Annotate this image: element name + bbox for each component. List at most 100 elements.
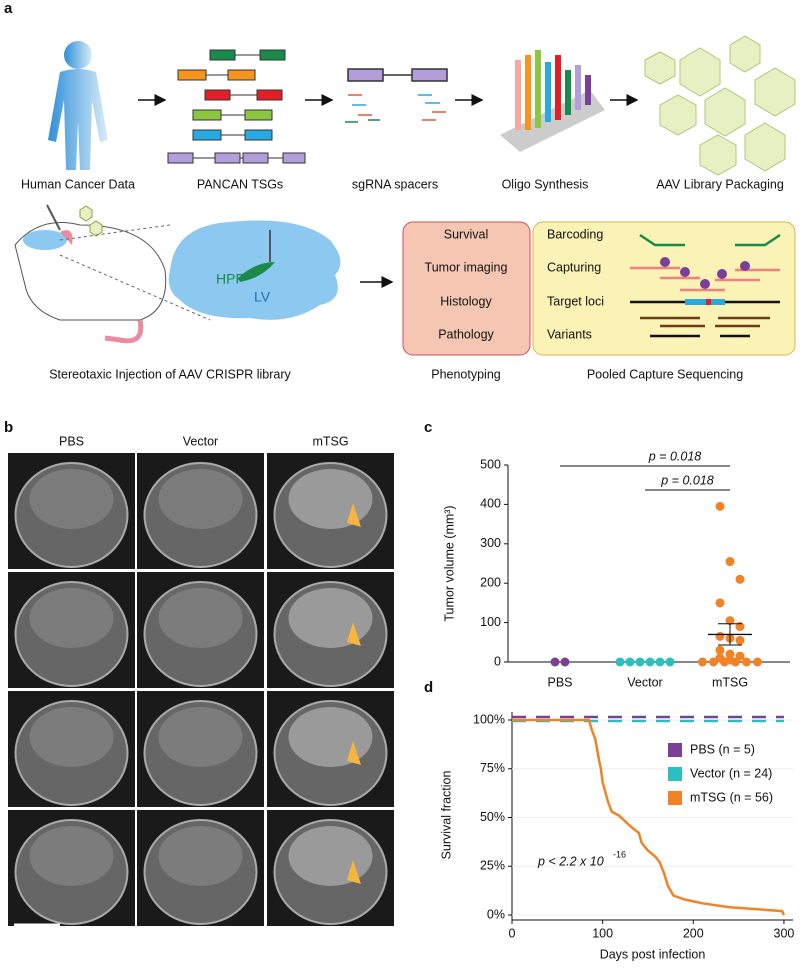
- data-point: [715, 501, 725, 511]
- mri-brain: [29, 588, 114, 648]
- data-point: [735, 622, 745, 632]
- sequencing-box: [532, 221, 796, 356]
- chart-c: 0 100 200 300 400 500 Tumor volume (mm³) PBS Vec…: [442, 449, 790, 689]
- data-point: [625, 657, 635, 667]
- step-label: sgRNA spacers: [352, 177, 438, 191]
- legend-swatch: [668, 743, 682, 757]
- data-point: [715, 598, 725, 608]
- mri-brain: [158, 826, 243, 886]
- legend-swatch: [668, 767, 682, 781]
- brain-label: HPF: [216, 271, 244, 287]
- mri-brain: [158, 707, 243, 767]
- tumor-arrow: [347, 503, 361, 527]
- data-point: [715, 631, 725, 641]
- panel-label: b: [4, 419, 13, 436]
- y-axis-label: Tumor volume (mm³): [442, 505, 456, 621]
- data-point: [665, 657, 675, 667]
- annotation-exponent: -16: [613, 849, 626, 859]
- legend-label: mTSG (n = 56): [690, 790, 773, 804]
- y-tick-label: 25%: [480, 859, 505, 873]
- data-point: [560, 657, 570, 667]
- x-tick-label: mTSG: [712, 675, 748, 689]
- box-title: Phenotyping: [431, 367, 501, 381]
- x-axis-label: Days post infection: [600, 947, 706, 961]
- mri-brain: [288, 826, 373, 886]
- brain-icon: [168, 220, 341, 320]
- phenotype-item: Pathology: [438, 327, 494, 341]
- mouse-icon: [14, 204, 211, 344]
- oligo-icon: [500, 50, 605, 152]
- step-label: AAV Library Packaging: [656, 177, 784, 191]
- y-tick-label: 400: [480, 497, 501, 511]
- mri-brain: [29, 469, 114, 529]
- data-point: [645, 657, 655, 667]
- step-label: Human Cancer Data: [21, 177, 135, 191]
- mri-brain: [158, 469, 243, 529]
- data-point: [698, 657, 707, 667]
- x-tick-label: Vector: [627, 675, 662, 689]
- data-point: [731, 657, 740, 667]
- data-point: [635, 657, 645, 667]
- panel-label: a: [4, 0, 13, 17]
- p-value: p = 0.018: [648, 449, 702, 463]
- panel-label: c: [424, 419, 432, 436]
- sequencing-icon: [630, 233, 781, 338]
- x-tick-label: 0: [509, 926, 516, 940]
- mri-brain: [29, 826, 114, 886]
- data-point: [615, 657, 625, 667]
- tumor-arrow: [347, 622, 361, 646]
- data-point: [753, 657, 762, 667]
- phenotype-item: Tumor imaging: [425, 260, 508, 274]
- data-point: [655, 657, 665, 667]
- data-point: [720, 657, 729, 667]
- panel-label: d: [424, 679, 433, 696]
- mri-brain: [288, 588, 373, 648]
- y-tick-label: 500: [480, 457, 501, 471]
- step-label: PANCAN TSGs: [197, 177, 283, 191]
- legend-label: PBS (n = 5): [690, 742, 755, 756]
- step-label: Oligo Synthesis: [502, 177, 589, 191]
- y-tick-label: 100%: [473, 712, 505, 726]
- phenotype-item: Histology: [440, 294, 492, 308]
- data-point: [735, 635, 745, 645]
- mri-brain: [158, 588, 243, 648]
- sequencing-item: Capturing: [547, 260, 601, 274]
- tumor-arrow: [347, 741, 361, 765]
- sequencing-item: Target loci: [547, 294, 604, 308]
- human-icon: [48, 41, 108, 170]
- annotation: p < 2.2 x 10: [537, 854, 604, 868]
- x-tick-label: 100: [592, 926, 613, 940]
- column-label: Vector: [183, 434, 218, 448]
- data-point: [735, 574, 745, 584]
- chart-d: 0% 25% 50% 75% 100% 0 100 200 300 Days post infec…: [439, 712, 794, 961]
- data-point: [725, 557, 735, 567]
- sequencing-item: Variants: [547, 327, 592, 341]
- mri-brain: [288, 707, 373, 767]
- y-tick-label: 75%: [480, 761, 505, 775]
- legend-swatch: [668, 791, 682, 805]
- x-tick-label: 300: [774, 926, 795, 940]
- data-point: [742, 657, 751, 667]
- y-tick-label: 100: [480, 615, 501, 629]
- brain-label: LV: [254, 289, 271, 305]
- gene-icons: [167, 49, 306, 164]
- data-point: [715, 645, 725, 655]
- sequencing-item: Barcoding: [547, 227, 603, 241]
- y-axis-label: Survival fraction: [439, 770, 453, 859]
- mri-brain: [288, 469, 373, 529]
- y-tick-label: 0: [494, 654, 501, 668]
- survival-curve: [512, 718, 786, 916]
- step-label: Stereotaxic Injection of AAV CRISPR libr…: [49, 367, 291, 381]
- legend-label: Vector (n = 24): [690, 766, 772, 780]
- phenotype-item: Survival: [444, 227, 488, 241]
- y-tick-label: 200: [480, 575, 501, 589]
- tumor-arrow: [347, 860, 361, 884]
- column-label: mTSG: [312, 434, 348, 448]
- data-point: [709, 657, 718, 667]
- data-point: [725, 616, 735, 626]
- sgrna-icon: [345, 68, 448, 123]
- phenotyping-box: [402, 221, 531, 356]
- aav-icon: [644, 35, 796, 176]
